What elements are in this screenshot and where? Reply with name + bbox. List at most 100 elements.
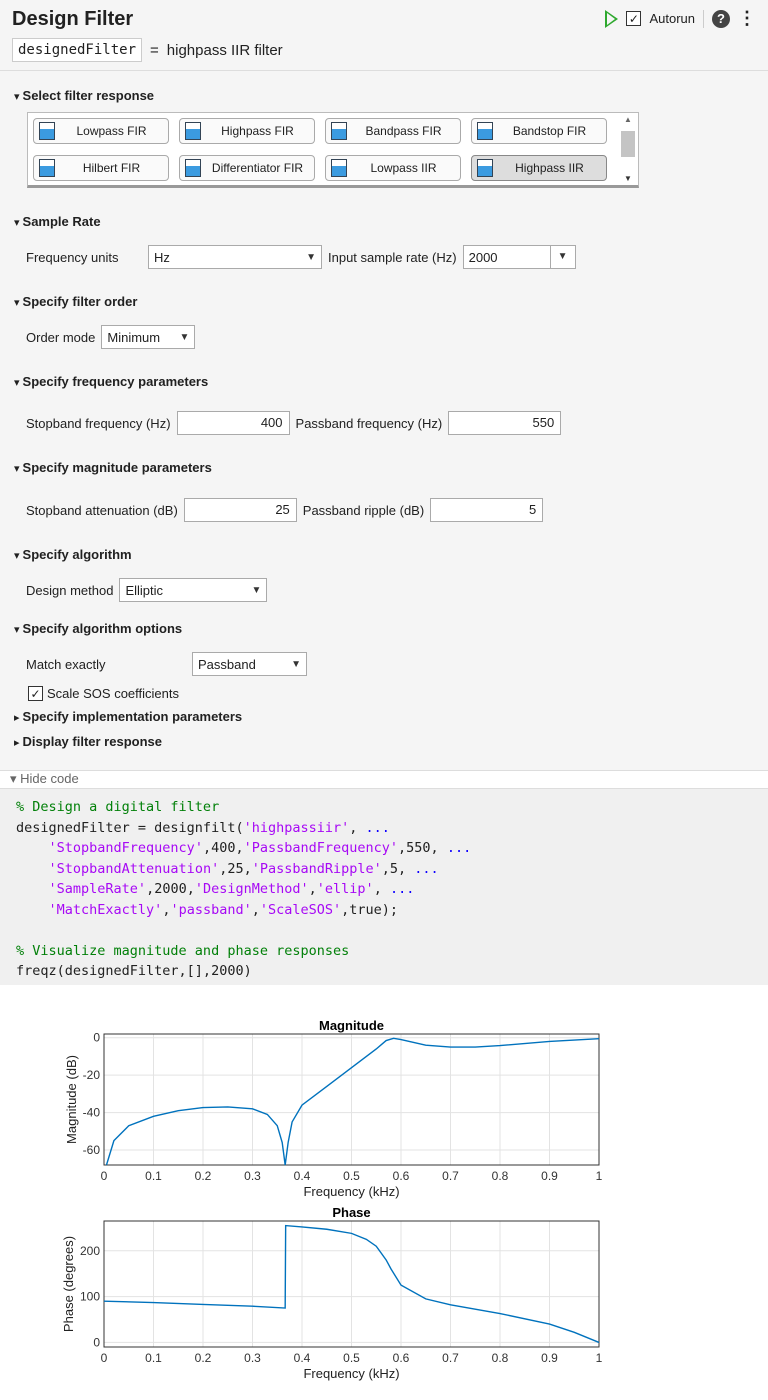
section-algorithm-options[interactable]: Specify algorithm options <box>14 621 183 636</box>
scroll-thumb[interactable] <box>621 131 635 157</box>
section-display-filter-response[interactable]: Display filter response <box>14 734 162 749</box>
code-token: 'MatchExactly' <box>48 901 163 918</box>
code-token: % Design a digital filter <box>16 799 220 815</box>
filter-response-charts: 0 0.1 0.2 0.3 0.4 0.5 0.6 0.7 0.8 0.9 1 0 -20 -40 -60 M… <box>61 1018 603 1381</box>
filter-option-hilbert-fir[interactable]: Hilbert FIR <box>33 155 169 181</box>
x-tick-label: 0.2 <box>195 1351 212 1365</box>
filter-option-lowpass-fir[interactable]: Lowpass FIR <box>33 118 169 144</box>
code-token: , <box>373 881 390 897</box>
code-token: ... <box>389 881 415 897</box>
scale-sos-checkbox[interactable]: ✓ <box>28 686 43 701</box>
filter-description: highpass IIR filter <box>166 41 283 59</box>
x-tick-label: 0.5 <box>343 1351 360 1365</box>
filter-option-highpass-fir[interactable]: Highpass FIR <box>179 118 315 144</box>
stopband-frequency-label: Stopband frequency (Hz) <box>26 415 171 431</box>
code-token: , <box>162 901 171 918</box>
y-tick-label: 100 <box>80 1290 100 1304</box>
code-token: 'ellip' <box>316 881 374 897</box>
scroll-up-icon[interactable]: ▲ <box>624 115 632 124</box>
chart-title: Phase <box>332 1205 370 1220</box>
x-tick-label: 0.4 <box>294 1351 311 1365</box>
frequency-units-label: Frequency units <box>26 249 119 265</box>
filter-option-lowpass-iir[interactable]: Lowpass IIR <box>325 155 461 181</box>
section-select-filter-response[interactable]: Select filter response <box>14 88 155 103</box>
code-token: , <box>349 819 366 836</box>
code-token: ,5, <box>381 860 415 877</box>
x-tick-label: 0 <box>101 1169 108 1183</box>
filter-option-label: Highpass IIR <box>515 161 584 175</box>
filter-shape-icon <box>185 159 201 177</box>
chevron-down-icon: ▼ <box>306 251 316 263</box>
y-tick-label: -40 <box>83 1106 101 1120</box>
code-token: 'StopbandFrequency' <box>48 840 203 856</box>
x-axis-label: Frequency (kHz) <box>303 1366 399 1381</box>
response-line <box>103 1224 600 1344</box>
filter-option-bandpass-fir[interactable]: Bandpass FIR <box>325 118 461 144</box>
code-token: % Visualize magnitude and phase response… <box>16 942 350 959</box>
x-tick-label: 0.9 <box>541 1351 558 1365</box>
divider <box>0 770 768 771</box>
filter-option-label: Lowpass IIR <box>370 161 437 175</box>
dropdown-value: Minimum <box>107 329 161 345</box>
section-implementation-parameters[interactable]: Specify implementation parameters <box>14 709 243 724</box>
divider <box>0 70 768 71</box>
filter-option-label: Hilbert FIR <box>82 161 141 175</box>
filter-option-highpass-iir[interactable]: Highpass IIR <box>471 155 607 181</box>
x-tick-label: 0.8 <box>492 1169 509 1183</box>
code-token: 'PassbandRipple' <box>251 860 382 877</box>
code-token: ... <box>446 840 472 856</box>
code-token: 'SampleRate' <box>48 881 147 897</box>
output-variable-field[interactable]: designedFilter <box>12 38 143 62</box>
chevron-down-icon: ▼ <box>291 658 301 670</box>
order-mode-dropdown[interactable]: Minimum ▼ <box>101 325 196 349</box>
filter-shape-icon <box>477 122 493 140</box>
more-options-icon[interactable]: ⋮ <box>738 8 756 28</box>
code-token: , <box>251 901 260 918</box>
passband-ripple-input[interactable]: 5 <box>430 498 544 522</box>
scroll-down-icon[interactable]: ▼ <box>624 174 632 183</box>
section-filter-order[interactable]: Specify filter order <box>14 294 138 309</box>
code-token: 'passband' <box>170 901 252 918</box>
match-exactly-dropdown[interactable]: Passband ▼ <box>192 652 307 676</box>
sample-rate-combobox[interactable]: 2000 ▼ <box>462 245 576 269</box>
x-tick-label: 1 <box>596 1169 603 1183</box>
stopband-attenuation-input[interactable]: 25 <box>183 498 297 522</box>
filter-option-differentiator-fir[interactable]: Differentiator FIR <box>179 155 315 181</box>
combobox-value: 2000 <box>468 249 498 265</box>
equals-sign: = <box>150 41 159 59</box>
x-tick-label: 1 <box>596 1351 603 1365</box>
section-frequency-parameters[interactable]: Specify frequency parameters <box>14 374 209 389</box>
section-magnitude-parameters[interactable]: Specify magnitude parameters <box>14 460 212 475</box>
run-icon[interactable] <box>605 9 619 28</box>
passband-frequency-input[interactable]: 550 <box>448 411 562 435</box>
frequency-units-dropdown[interactable]: Hz ▼ <box>148 245 322 269</box>
x-tick-label: 0.7 <box>442 1169 459 1183</box>
design-method-label: Design method <box>26 582 114 598</box>
code-token <box>16 840 49 856</box>
design-method-dropdown[interactable]: Elliptic ▼ <box>119 578 268 602</box>
code-token: , <box>308 881 317 897</box>
axes-box <box>103 1220 600 1348</box>
hide-code-toggle[interactable]: ▾ Hide code <box>10 771 79 786</box>
filter-option-label: Differentiator FIR <box>211 161 304 175</box>
filter-shape-icon <box>331 159 347 177</box>
y-tick-label: 0 <box>93 1335 100 1349</box>
filter-option-label: Bandstop FIR <box>512 124 587 138</box>
code-token: ... <box>414 860 439 877</box>
filter-shape-icon <box>39 122 55 140</box>
section-algorithm[interactable]: Specify algorithm <box>14 547 132 562</box>
code-line: % Visualize magnitude and phase response… <box>16 941 752 962</box>
help-icon[interactable]: ? <box>712 9 730 28</box>
page-title: Design Filter <box>12 8 134 30</box>
code-line: 'MatchExactly','passband','ScaleSOS',tru… <box>16 900 752 921</box>
stopband-frequency-input[interactable]: 400 <box>176 411 290 435</box>
x-tick-label: 0.7 <box>442 1351 459 1365</box>
filter-option-bandstop-fir[interactable]: Bandstop FIR <box>471 118 607 144</box>
code-token: ,400, <box>202 840 244 856</box>
chevron-down-icon[interactable]: ▼ <box>549 246 575 268</box>
gallery-scrollbar[interactable]: ▲ ▼ <box>620 115 636 185</box>
autorun-checkbox[interactable]: ✓ <box>626 11 642 26</box>
y-axis-label: Phase (degrees) <box>61 1236 76 1332</box>
section-sample-rate[interactable]: Sample Rate <box>14 214 101 229</box>
y-tick-label: -60 <box>83 1143 101 1157</box>
